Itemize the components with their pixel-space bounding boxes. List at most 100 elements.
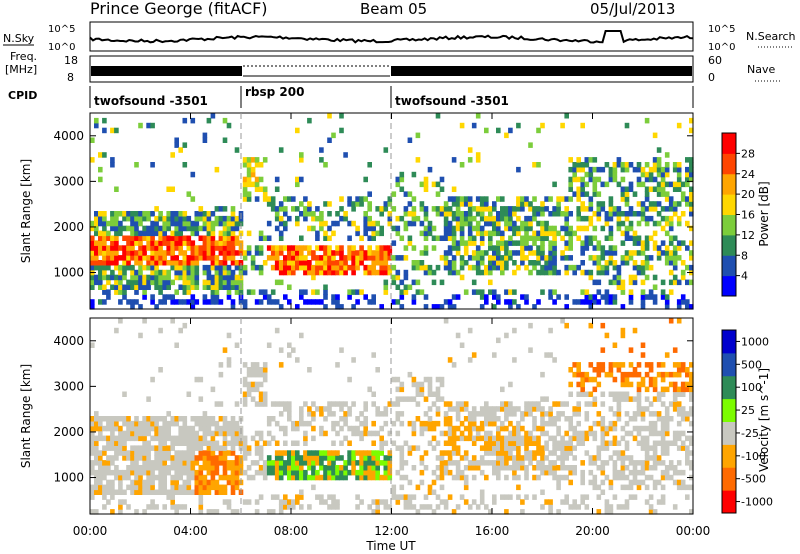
range-time-cell (222, 220, 228, 227)
range-time-cell (270, 494, 276, 500)
range-time-cell (508, 440, 513, 446)
range-time-cell (431, 435, 437, 442)
range-time-cell (660, 416, 666, 422)
range-time-cell (327, 113, 332, 119)
range-time-cell (327, 260, 332, 266)
range-time-cell (616, 225, 622, 232)
range-time-cell (198, 245, 204, 251)
range-time-cell (548, 406, 553, 412)
range-time-cell (246, 250, 252, 256)
range-time-cell (379, 445, 384, 451)
range-time-cell (174, 450, 179, 456)
range-time-cell (331, 450, 336, 456)
range-time-cell (484, 430, 489, 437)
range-time-cell (118, 289, 123, 295)
range-time-cell (335, 245, 340, 251)
range-time-cell (130, 455, 135, 461)
range-time-cell (435, 211, 441, 217)
range-time-cell (576, 430, 581, 437)
range-time-cell (246, 162, 252, 168)
range-time-cell (114, 260, 119, 266)
range-time-cell (242, 255, 248, 261)
range-time-cell (222, 255, 228, 261)
range-time-cell (427, 406, 433, 412)
range-time-cell (479, 211, 485, 217)
range-time-cell (218, 371, 224, 378)
range-time-cell (660, 181, 666, 188)
range-time-cell (496, 230, 501, 237)
range-time-cell (186, 455, 192, 461)
range-time-cell (214, 489, 220, 495)
range-time-cell (624, 166, 630, 173)
range-time-cell (612, 460, 618, 466)
range-time-cell (375, 504, 380, 510)
range-time-cell (488, 289, 493, 295)
range-time-cell (496, 445, 501, 451)
range-time-cell (660, 401, 666, 407)
range-time-cell (620, 220, 626, 227)
range-time-cell (689, 396, 694, 402)
range-time-cell (636, 411, 642, 417)
range-time-cell (311, 274, 316, 281)
range-time-cell (347, 201, 352, 207)
range-time-cell (110, 440, 115, 446)
range-time-cell (467, 215, 473, 222)
range-time-cell (347, 250, 352, 256)
range-time-cell (423, 245, 429, 251)
range-time-cell (355, 474, 360, 481)
range-time-cell (403, 220, 409, 227)
range-time-cell (311, 450, 316, 456)
range-time-cell (174, 289, 179, 295)
range-time-cell (447, 469, 453, 476)
range-time-cell (323, 469, 328, 476)
range-time-cell (138, 484, 143, 491)
range-time-cell (624, 465, 630, 471)
range-time-cell (636, 220, 642, 227)
range-time-cell (274, 460, 280, 466)
range-time-cell (640, 416, 646, 422)
range-time-cell (580, 499, 585, 505)
range-time-cell (134, 162, 139, 168)
range-time-cell (488, 264, 493, 271)
range-time-cell (439, 499, 445, 505)
range-time-cell (162, 430, 167, 437)
range-time-cell (592, 157, 598, 163)
range-time-cell (528, 215, 533, 222)
range-time-cell (608, 279, 614, 286)
range-time-cell (222, 264, 228, 271)
range-time-cell (520, 225, 525, 232)
range-time-cell (552, 240, 557, 246)
range-time-cell (475, 211, 481, 217)
range-time-cell (170, 499, 175, 505)
range-time-cell (644, 294, 650, 300)
range-time-cell (467, 460, 473, 466)
range-time-cell (351, 201, 356, 207)
range-time-cell (174, 230, 179, 237)
colorbar-swatch (722, 490, 736, 514)
range-time-cell (689, 171, 694, 178)
range-time-cell (178, 225, 183, 232)
range-time-cell (110, 211, 115, 217)
range-time-cell (455, 445, 461, 451)
range-time-cell (564, 294, 569, 300)
range-time-cell (640, 215, 646, 222)
range-time-cell (122, 215, 127, 222)
range-time-cell (411, 430, 417, 437)
range-time-cell (504, 299, 509, 305)
range-time-cell (403, 191, 409, 197)
range-time-cell (580, 245, 585, 251)
range-time-cell (242, 362, 248, 368)
range-time-cell (399, 294, 405, 300)
range-time-cell (644, 362, 650, 368)
range-time-cell (508, 435, 513, 442)
range-time-cell (672, 440, 678, 446)
range-time-cell (323, 162, 328, 168)
range-time-cell (608, 362, 614, 368)
range-time-cell (572, 425, 577, 432)
range-time-cell (528, 406, 533, 412)
range-time-cell (246, 157, 252, 163)
range-time-cell (106, 279, 111, 286)
range-time-cell (130, 450, 135, 456)
range-time-cell (339, 245, 344, 251)
range-time-cell (407, 445, 413, 451)
